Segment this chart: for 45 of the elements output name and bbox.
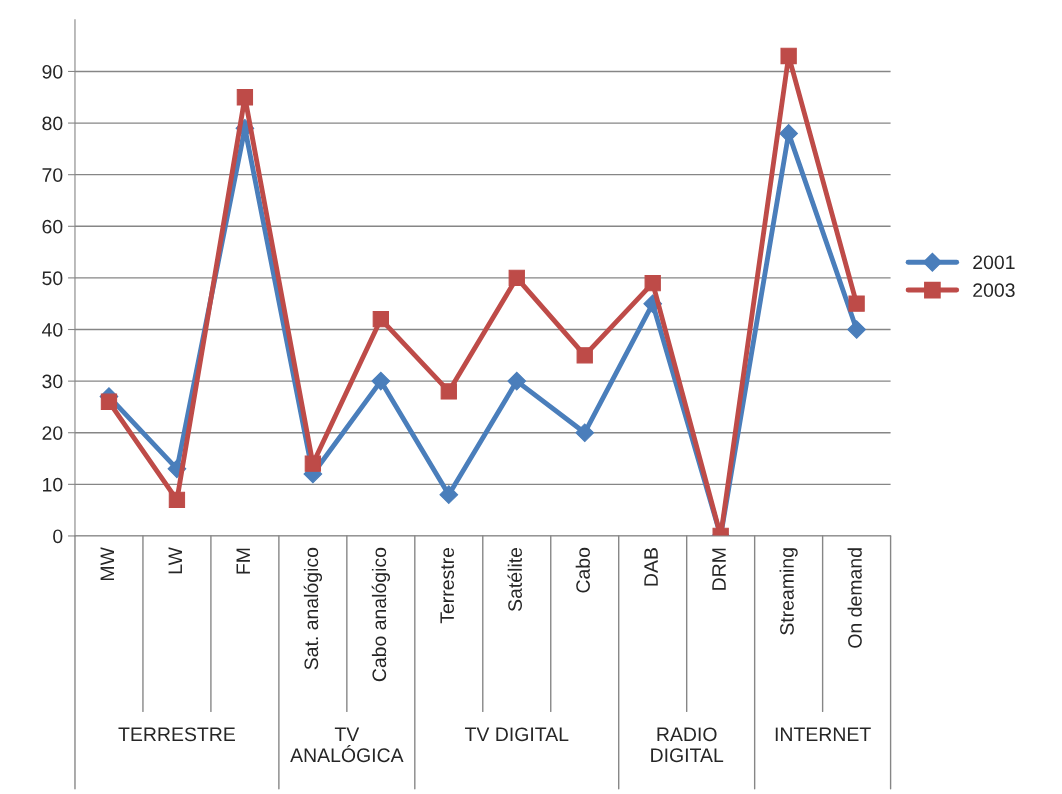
- x-tick-label: DRM: [712, 548, 726, 590]
- text: RADIO DIGITAL: [651, 727, 724, 763]
- y-tick-label: 70: [42, 168, 63, 182]
- legend-label: 2001: [973, 255, 1015, 270]
- point: [508, 269, 525, 287]
- y-tick-label: 40: [41, 322, 63, 337]
- point: [100, 393, 118, 410]
- text: INTERNET: [775, 727, 871, 741]
- point: [848, 295, 865, 312]
- point: [507, 371, 527, 391]
- text: TV DIGITAL: [464, 727, 569, 742]
- point: [440, 383, 457, 400]
- y-tick-label: 90: [42, 64, 63, 79]
- x-tick-label: On demand: [847, 548, 862, 648]
- legend-label: 2003: [973, 283, 1015, 298]
- x-tick-label: Cabo: [575, 547, 590, 593]
- text: TERRESTRE: [118, 727, 235, 742]
- point: [236, 89, 254, 106]
- x-tick-label: MW: [100, 547, 114, 581]
- x-tick-label: LW: [168, 547, 182, 574]
- y-tick-label: 20: [42, 426, 63, 440]
- point: [304, 455, 322, 472]
- point: [780, 47, 797, 65]
- x-tick-label: Terrestre: [440, 547, 455, 624]
- point: [168, 491, 186, 508]
- x-tick-label: Sat. analógico: [303, 547, 323, 670]
- x-tick-label: FM: [236, 548, 250, 574]
- x-tick-label: Satélite: [507, 547, 522, 612]
- y-tick-label: 30: [42, 374, 63, 389]
- point: [847, 320, 866, 339]
- point: [439, 485, 459, 505]
- y-tick-label: 60: [42, 219, 63, 234]
- x-tick-label: Cabo analógico: [371, 547, 391, 682]
- x-tick-label: Streaming: [779, 548, 798, 635]
- point: [576, 347, 593, 364]
- y-tick-label: 0: [53, 529, 63, 544]
- point: [575, 423, 595, 443]
- y-tick-label: 80: [42, 116, 63, 131]
- y-tick-label: 50: [42, 271, 63, 286]
- y-tick-label: 10: [43, 477, 63, 492]
- point: [372, 311, 389, 328]
- x-tick-label: DAB: [644, 548, 658, 586]
- point: [644, 274, 661, 292]
- point: [371, 371, 391, 391]
- text: TV ANALÓGICA: [290, 727, 404, 763]
